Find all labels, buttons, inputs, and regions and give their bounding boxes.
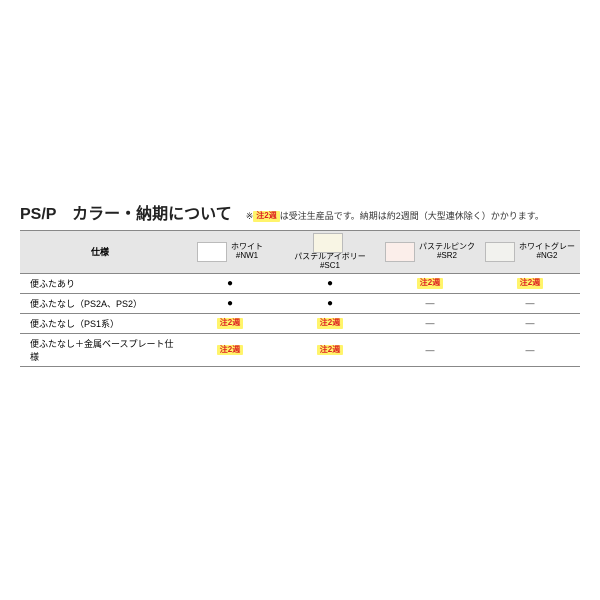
cell: ● xyxy=(180,273,280,293)
col-code-2: #SR2 xyxy=(437,251,457,260)
dash-icon: — xyxy=(426,345,435,355)
row-label: 便ふたなし（PS2A、PS2） xyxy=(20,293,180,313)
dot-icon: ● xyxy=(327,298,333,309)
col-head-3: ホワイトグレー#NG2 xyxy=(480,231,580,274)
swatch-2 xyxy=(385,242,415,262)
spec-table: 仕様 ホワイト#NW1 パステルアイボリー#SC1 パステルピンク#SR2 ホワ… xyxy=(20,230,580,367)
swatch-1 xyxy=(313,233,343,253)
swatch-0 xyxy=(197,242,227,262)
spec-header: 仕様 xyxy=(20,231,180,274)
col-code-0: #NW1 xyxy=(236,251,258,260)
dash-icon: — xyxy=(526,298,535,308)
cell: ● xyxy=(180,293,280,313)
cell: 注2週 xyxy=(180,333,280,366)
cell: 注2週 xyxy=(480,273,580,293)
cell: ● xyxy=(280,273,380,293)
leadtime-badge: 注2週 xyxy=(217,345,243,355)
table-row: 便ふたなし（PS1系） 注2週 注2週 — — xyxy=(20,313,580,333)
leadtime-badge: 注2週 xyxy=(417,278,443,288)
table-row: 便ふたなし＋金属ベースプレート仕様 注2週 注2週 — — xyxy=(20,333,580,366)
note-text: ※注2週は受注生産品です。納期は約2週間（大型連休除く）かかります。 xyxy=(246,209,544,222)
cell: 注2週 xyxy=(280,333,380,366)
note-prefix: ※ xyxy=(246,211,254,221)
table-row: 便ふたなし（PS2A、PS2） ● ● — — xyxy=(20,293,580,313)
col-head-1: パステルアイボリー#SC1 xyxy=(280,231,380,274)
col-head-0: ホワイト#NW1 xyxy=(180,231,280,274)
row-label: 便ふたあり xyxy=(20,273,180,293)
cell: — xyxy=(480,293,580,313)
cell: — xyxy=(480,313,580,333)
leadtime-badge: 注2週 xyxy=(317,318,343,328)
dot-icon: ● xyxy=(227,298,233,309)
dash-icon: — xyxy=(526,318,535,328)
cell: 注2週 xyxy=(280,313,380,333)
col-label-3: ホワイトグレー xyxy=(519,242,575,251)
col-label-0: ホワイト xyxy=(231,242,263,251)
leadtime-badge: 注2週 xyxy=(217,318,243,328)
leadtime-badge: 注2週 xyxy=(517,278,543,288)
cell: ● xyxy=(280,293,380,313)
col-label-2: パステルピンク xyxy=(419,242,475,251)
cell: 注2週 xyxy=(180,313,280,333)
note-badge: 注2週 xyxy=(253,211,279,221)
note-body: は受注生産品です。納期は約2週間（大型連休除く）かかります。 xyxy=(280,211,544,221)
dash-icon: — xyxy=(526,345,535,355)
col-head-2: パステルピンク#SR2 xyxy=(380,231,480,274)
leadtime-badge: 注2週 xyxy=(317,345,343,355)
cell: 注2週 xyxy=(380,273,480,293)
dot-icon: ● xyxy=(327,278,333,289)
col-code-1: #SC1 xyxy=(320,261,340,270)
dash-icon: — xyxy=(426,318,435,328)
table-row: 便ふたあり ● ● 注2週 注2週 xyxy=(20,273,580,293)
dash-icon: — xyxy=(426,298,435,308)
row-label: 便ふたなし＋金属ベースプレート仕様 xyxy=(20,333,180,366)
col-code-3: #NG2 xyxy=(537,251,558,260)
swatch-3 xyxy=(485,242,515,262)
row-label: 便ふたなし（PS1系） xyxy=(20,313,180,333)
col-label-1: パステルアイボリー xyxy=(294,252,366,261)
dot-icon: ● xyxy=(227,278,233,289)
page-title: PS/P カラー・納期について xyxy=(20,200,232,224)
cell: — xyxy=(380,293,480,313)
cell: — xyxy=(380,333,480,366)
cell: — xyxy=(380,313,480,333)
cell: — xyxy=(480,333,580,366)
